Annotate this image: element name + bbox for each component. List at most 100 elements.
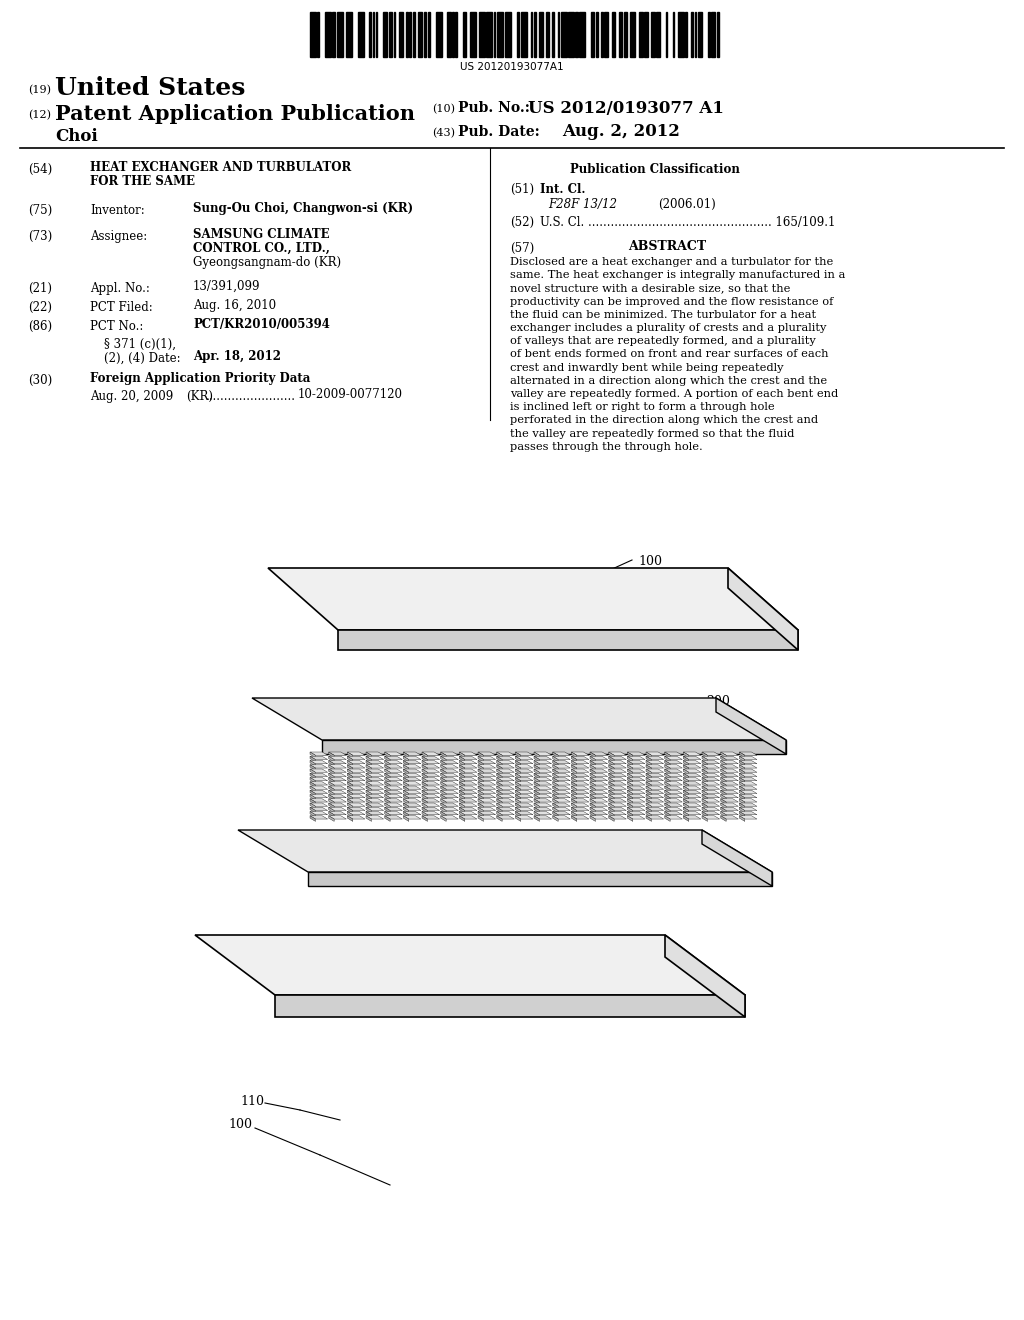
Polygon shape xyxy=(310,764,315,771)
Polygon shape xyxy=(366,816,372,821)
Polygon shape xyxy=(460,816,465,821)
Polygon shape xyxy=(721,799,738,803)
Polygon shape xyxy=(608,764,614,771)
Polygon shape xyxy=(571,760,589,764)
Bar xyxy=(370,12,371,57)
Polygon shape xyxy=(385,812,402,814)
Polygon shape xyxy=(739,770,757,772)
Polygon shape xyxy=(329,785,346,789)
Polygon shape xyxy=(646,803,664,807)
Polygon shape xyxy=(440,781,446,788)
Polygon shape xyxy=(422,770,427,775)
Polygon shape xyxy=(739,803,757,807)
Bar xyxy=(333,12,335,57)
Polygon shape xyxy=(338,630,798,649)
Polygon shape xyxy=(422,752,427,758)
Polygon shape xyxy=(440,777,446,783)
Polygon shape xyxy=(721,752,738,755)
Polygon shape xyxy=(721,760,738,764)
Polygon shape xyxy=(628,760,633,766)
Polygon shape xyxy=(385,803,390,809)
Polygon shape xyxy=(440,764,459,768)
Polygon shape xyxy=(628,812,645,814)
Polygon shape xyxy=(347,756,365,759)
Polygon shape xyxy=(460,795,477,797)
Polygon shape xyxy=(571,785,589,789)
Polygon shape xyxy=(608,791,614,796)
Polygon shape xyxy=(403,752,409,758)
Polygon shape xyxy=(571,808,589,810)
Polygon shape xyxy=(497,752,502,758)
Polygon shape xyxy=(590,808,607,810)
Polygon shape xyxy=(403,777,421,781)
Polygon shape xyxy=(460,781,465,788)
Text: (2), (4) Date:: (2), (4) Date: xyxy=(104,352,180,366)
Polygon shape xyxy=(739,774,744,779)
Polygon shape xyxy=(702,830,772,886)
Polygon shape xyxy=(716,698,786,754)
Text: (73): (73) xyxy=(28,230,52,243)
Polygon shape xyxy=(628,795,645,797)
Polygon shape xyxy=(515,756,532,759)
Polygon shape xyxy=(702,812,720,814)
Polygon shape xyxy=(590,799,607,803)
Polygon shape xyxy=(403,760,421,764)
Polygon shape xyxy=(497,781,514,785)
Polygon shape xyxy=(628,803,633,809)
Text: SAMSUNG CLIMATE: SAMSUNG CLIMATE xyxy=(193,228,330,242)
Polygon shape xyxy=(683,760,701,764)
Polygon shape xyxy=(553,777,558,783)
Polygon shape xyxy=(385,752,402,755)
Polygon shape xyxy=(329,791,346,793)
Polygon shape xyxy=(329,812,334,817)
Polygon shape xyxy=(702,785,708,792)
Polygon shape xyxy=(702,812,708,817)
Polygon shape xyxy=(347,774,353,779)
Text: productivity can be improved and the flow resistance of: productivity can be improved and the flo… xyxy=(510,297,834,306)
Polygon shape xyxy=(385,812,390,817)
Text: 110: 110 xyxy=(724,715,748,729)
Bar xyxy=(494,12,496,57)
Bar xyxy=(552,12,554,57)
Polygon shape xyxy=(478,764,483,771)
Polygon shape xyxy=(366,756,384,759)
Polygon shape xyxy=(683,791,689,796)
Polygon shape xyxy=(683,752,689,758)
Text: United States: United States xyxy=(55,77,246,100)
Polygon shape xyxy=(478,785,496,789)
Bar xyxy=(428,12,430,57)
Polygon shape xyxy=(478,752,483,758)
Polygon shape xyxy=(422,770,439,772)
Polygon shape xyxy=(329,777,334,783)
Polygon shape xyxy=(646,752,664,755)
Polygon shape xyxy=(608,795,614,800)
Text: (10): (10) xyxy=(432,104,455,115)
Polygon shape xyxy=(646,781,651,788)
Text: (52): (52) xyxy=(510,216,535,228)
Polygon shape xyxy=(329,752,334,758)
Polygon shape xyxy=(347,764,353,771)
Polygon shape xyxy=(385,777,390,783)
Polygon shape xyxy=(310,760,315,766)
Polygon shape xyxy=(590,752,607,755)
Polygon shape xyxy=(571,799,589,803)
Polygon shape xyxy=(553,777,570,781)
Polygon shape xyxy=(739,795,744,800)
Polygon shape xyxy=(366,799,384,803)
Polygon shape xyxy=(440,816,459,818)
Polygon shape xyxy=(608,777,614,783)
Text: (12): (12) xyxy=(28,110,51,120)
Polygon shape xyxy=(665,816,670,821)
Polygon shape xyxy=(628,799,633,804)
Polygon shape xyxy=(721,791,738,793)
Polygon shape xyxy=(310,799,328,803)
Polygon shape xyxy=(347,808,353,813)
Polygon shape xyxy=(366,795,384,797)
Text: ........................: ........................ xyxy=(206,389,296,403)
Polygon shape xyxy=(721,781,738,785)
Polygon shape xyxy=(534,816,552,818)
Polygon shape xyxy=(683,777,689,783)
Polygon shape xyxy=(366,791,372,796)
Text: 200: 200 xyxy=(706,696,730,708)
Polygon shape xyxy=(608,803,614,809)
